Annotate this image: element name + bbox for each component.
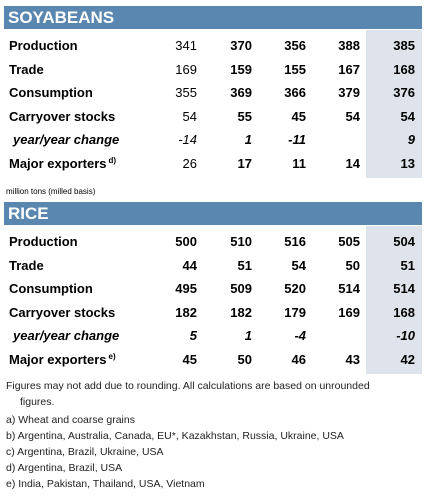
label-text: year/year change <box>13 328 120 344</box>
footnote: d) Argentina, Brazil, USA <box>6 462 123 474</box>
label-text: Trade <box>9 257 44 273</box>
value-cell: 182 <box>175 304 197 320</box>
value-cell: 159 <box>230 61 252 77</box>
row-label: Production <box>9 234 78 249</box>
row-label: Major exporters d) <box>9 156 116 171</box>
footnote-ref: d) <box>108 156 117 165</box>
value-cell: 379 <box>338 85 360 101</box>
value-cell: 370 <box>230 38 252 53</box>
footnote: c) Argentina, Brazil, Ukraine, USA <box>6 446 164 458</box>
value-cell: 355 <box>175 85 197 101</box>
row-label: Production <box>9 38 78 53</box>
value-cell: 514 <box>338 281 360 297</box>
value-cell: 168 <box>393 61 415 77</box>
value-cell: 11 <box>292 156 306 171</box>
value-cell: 167 <box>338 61 360 77</box>
value-cell: 51 <box>400 257 415 273</box>
value-cell: -11 <box>288 132 306 148</box>
footnote: a) Wheat and coarse grains <box>6 414 135 426</box>
value-cell: 155 <box>284 61 306 77</box>
value-cell: 509 <box>230 281 252 297</box>
value-cell: 504 <box>393 234 415 249</box>
value-cell: -4 <box>294 328 306 344</box>
footnote-ref: e) <box>108 352 116 361</box>
label-text: Trade <box>9 61 44 77</box>
value-cell: 341 <box>175 38 197 53</box>
value-cell: 169 <box>338 304 360 320</box>
row-label: Consumption <box>9 281 93 296</box>
value-cell: 42 <box>400 352 415 367</box>
value-cell: 356 <box>284 38 306 53</box>
value-cell: 54 <box>182 108 197 124</box>
value-cell: 45 <box>291 108 306 124</box>
label-text: Major exporters <box>9 352 107 367</box>
value-cell: 54 <box>345 108 360 124</box>
row-label: Major exporters e) <box>9 352 116 367</box>
section-title: SOYABEANS <box>4 6 422 29</box>
value-cell: 14 <box>345 156 360 171</box>
value-cell: 514 <box>393 281 415 297</box>
value-cell: 169 <box>175 61 197 77</box>
row-label: Trade <box>9 258 44 273</box>
label-text: Production <box>9 38 78 53</box>
footnote: b) Argentina, Australia, Canada, EU*, Ka… <box>6 430 344 442</box>
value-cell: 17 <box>237 156 252 171</box>
row-label: Carryover stocks <box>9 305 115 320</box>
label-text: Consumption <box>9 85 93 101</box>
value-cell: 46 <box>291 352 306 367</box>
unit-note: million tons (milled basis) <box>6 187 96 196</box>
value-cell: -14 <box>178 132 197 148</box>
value-cell: 1 <box>244 132 252 148</box>
value-cell: 376 <box>393 85 415 101</box>
value-cell: 54 <box>291 257 306 273</box>
value-cell: 516 <box>284 234 306 249</box>
row-label: year/year change <box>13 132 119 147</box>
section-title: RICE <box>4 202 422 225</box>
value-cell: 45 <box>182 352 197 367</box>
value-cell: 510 <box>230 234 252 249</box>
value-cell: -10 <box>396 328 415 344</box>
value-cell: 51 <box>237 257 252 273</box>
label-text: Carryover stocks <box>9 304 116 320</box>
value-cell: 5 <box>189 328 197 344</box>
value-cell: 495 <box>175 281 197 297</box>
highlight-column <box>366 226 422 374</box>
label-text: Major exporters <box>9 156 107 171</box>
value-cell: 43 <box>345 352 360 367</box>
value-cell: 50 <box>345 257 360 273</box>
label-text: Consumption <box>9 281 93 297</box>
value-cell: 500 <box>175 234 197 249</box>
value-cell: 179 <box>284 304 306 320</box>
value-cell: 388 <box>338 38 360 53</box>
label-text: year/year change <box>13 132 120 148</box>
row-label: Carryover stocks <box>9 109 115 124</box>
value-cell: 505 <box>338 234 360 249</box>
value-cell: 385 <box>393 38 415 53</box>
value-cell: 520 <box>284 281 306 297</box>
row-label: year/year change <box>13 328 119 343</box>
value-cell: 44 <box>182 257 197 273</box>
footnote: e) India, Pakistan, Thailand, USA, Vietn… <box>6 478 205 490</box>
value-cell: 54 <box>400 108 415 124</box>
value-cell: 1 <box>244 328 252 344</box>
label-text: Production <box>9 234 78 249</box>
label-text: Carryover stocks <box>9 108 116 124</box>
row-label: Consumption <box>9 85 93 100</box>
value-cell: 13 <box>400 156 415 171</box>
footnote: Figures may not add due to rounding. All… <box>6 380 370 408</box>
value-cell: 50 <box>237 352 252 367</box>
value-cell: 168 <box>393 304 415 320</box>
value-cell: 26 <box>182 156 197 171</box>
value-cell: 366 <box>284 85 306 101</box>
value-cell: 369 <box>230 85 252 101</box>
value-cell: 182 <box>230 304 252 320</box>
highlight-column <box>366 30 422 178</box>
value-cell: 9 <box>407 132 415 148</box>
value-cell: 55 <box>237 108 252 124</box>
row-label: Trade <box>9 62 44 77</box>
